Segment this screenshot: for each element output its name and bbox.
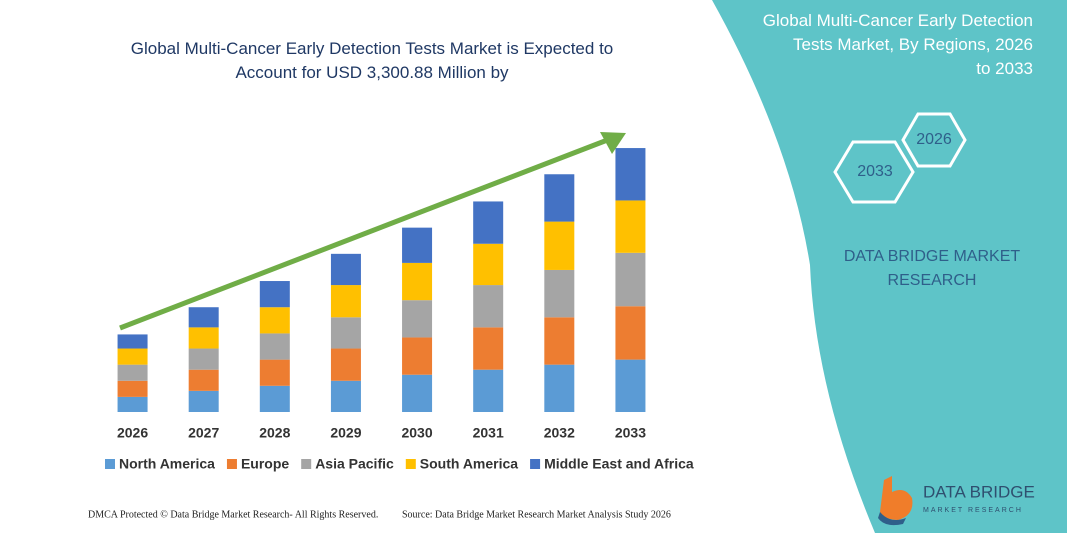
footer-left: DMCA Protected © Data Bridge Market Rese…: [88, 509, 378, 520]
bar-segment: [330, 253, 361, 286]
bar-segment: [188, 327, 219, 349]
logo-tagline: MARKET RESEARCH: [923, 507, 1023, 514]
bar-segment: [259, 333, 290, 360]
x-tick-label: 2030: [401, 425, 432, 441]
bar-segment: [117, 380, 148, 397]
bar-segment: [188, 390, 219, 412]
bar-segment: [330, 380, 361, 412]
logo-mark: [880, 476, 913, 520]
logo-name: DATA BRIDGE: [923, 482, 1035, 501]
legend-label: North America: [119, 456, 215, 472]
bar-segment: [188, 307, 219, 328]
bar-segment: [188, 369, 219, 391]
arrow-head: [600, 132, 626, 154]
bar-segment: [615, 200, 646, 253]
x-tick-label: 2032: [544, 425, 575, 441]
hex-label: 2026: [916, 131, 952, 148]
legend-label: Europe: [241, 456, 289, 472]
trend-arrow: [119, 136, 611, 331]
bar-segment: [117, 334, 148, 349]
hexagon: [833, 140, 915, 204]
bar-segment: [544, 221, 575, 270]
bar-segment: [330, 348, 361, 381]
bar-segment: [188, 348, 219, 370]
x-tick-label: 2027: [188, 425, 219, 441]
legend-swatch: [405, 459, 416, 469]
legend-label: Asia Pacific: [315, 456, 394, 472]
bar-segment: [544, 317, 575, 365]
bar-segment: [259, 385, 290, 412]
bar-segment: [259, 307, 290, 334]
bar-segment: [615, 359, 646, 412]
hexagon: [901, 112, 967, 168]
legend-label: South America: [420, 456, 518, 472]
bar-segment: [330, 317, 361, 349]
bar-segment: [402, 262, 433, 301]
bar-segment: [117, 364, 148, 381]
panel-title: Global Multi-Cancer Early Detection Tests…: [763, 11, 1033, 78]
legend-swatch: [301, 459, 312, 469]
x-tick-label: 2028: [259, 425, 290, 441]
logo-mark: [878, 512, 906, 526]
x-tick-label: 2029: [330, 425, 361, 441]
bar-segment: [544, 269, 575, 318]
bar-segment: [473, 327, 504, 370]
bar-segment: [117, 396, 148, 412]
bar-segment: [402, 227, 433, 263]
bar-segment: [402, 374, 433, 412]
bar-segment: [615, 306, 646, 360]
bar-segment: [259, 359, 290, 386]
side-panel: [712, 0, 1067, 533]
plot: 2026 2027 2028 2029 2030 2031 2032 2033 North Am…: [105, 148, 694, 472]
x-tick-label: 2031: [473, 425, 504, 441]
hex-label: 2033: [857, 163, 893, 180]
x-tick-label: 2033: [615, 425, 646, 441]
bar-segment: [473, 243, 504, 286]
x-tick-label: 2026: [117, 425, 148, 441]
footer-right: Source: Data Bridge Market Research Mark…: [402, 509, 671, 520]
legend-label: Middle East and Africa: [544, 456, 694, 472]
bar-segment: [473, 201, 504, 244]
chart-title: Global Multi-Cancer Early Detection Test…: [131, 39, 614, 82]
bar-segment: [615, 252, 646, 307]
bar-segment: [117, 348, 148, 365]
legend-swatch: [226, 459, 237, 469]
bar-segment: [615, 148, 646, 201]
bar-segment: [402, 300, 433, 338]
brand-text: DATA BRIDGE MARKET RESEARCH: [844, 248, 1021, 289]
legend-swatch: [105, 459, 115, 469]
legend-swatch: [530, 459, 541, 469]
bar-segment: [259, 281, 290, 308]
bar-segment: [473, 285, 504, 328]
bar-segment: [544, 364, 575, 412]
bar-segment: [473, 369, 504, 412]
bar-segment: [330, 285, 361, 318]
bar-segment: [402, 337, 433, 375]
bar-segment: [544, 174, 575, 222]
